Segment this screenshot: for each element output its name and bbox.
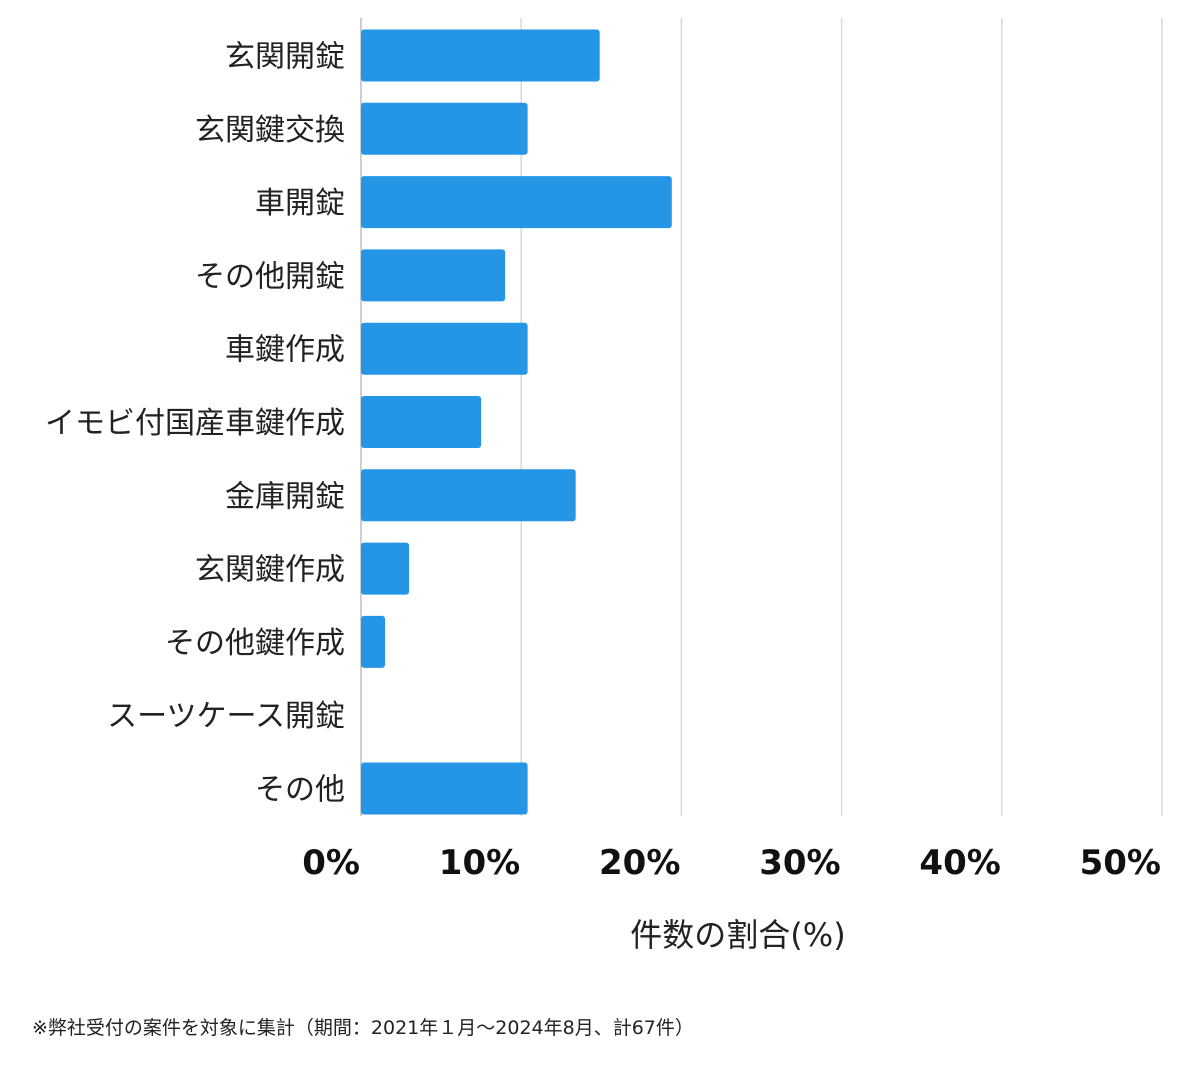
x-tick-labels: 0% 10% 20% 30% 40% 50%	[302, 843, 1161, 883]
category-label: その他	[255, 773, 345, 808]
x-axis-title: 件数の割合(%)	[630, 916, 845, 954]
category-label: 玄関鍵作成	[195, 553, 345, 588]
bar	[361, 176, 672, 229]
category-label: その他鍵作成	[165, 626, 345, 661]
x-tick-label: 0%	[302, 843, 360, 883]
bar	[361, 396, 482, 448]
x-tick-label: 10%	[439, 843, 520, 883]
bar	[361, 615, 386, 668]
bar	[361, 29, 600, 82]
bar	[361, 249, 506, 302]
category-label: その他開錠	[195, 259, 345, 294]
bar	[361, 102, 528, 155]
bar-chart: 玄関開錠玄関鍵交換車開錠その他開錠車鍵作成イモビ付国産車鍵作成金庫開錠玄関鍵作成…	[45, 18, 1163, 954]
category-label: スーツケース開錠	[107, 699, 345, 734]
footnote: ※弊社受付の案件を対象に集計（期間：2021年１月～2024年8月、計67件）	[32, 1017, 694, 1039]
x-tick-label: 20%	[599, 843, 680, 883]
category-labels: 玄関開錠玄関鍵交換車開錠その他開錠車鍵作成イモビ付国産車鍵作成金庫開錠玄関鍵作成…	[45, 40, 345, 808]
category-label: 玄関鍵交換	[195, 113, 345, 148]
category-label: 金庫開錠	[225, 479, 345, 514]
category-label: 車開錠	[255, 186, 345, 221]
x-tick-label: 40%	[919, 843, 1000, 883]
category-label: 玄関開錠	[225, 40, 345, 75]
bars	[361, 29, 672, 815]
category-label: 車鍵作成	[225, 333, 345, 368]
bar	[361, 469, 576, 522]
category-label: イモビ付国産車鍵作成	[45, 406, 345, 441]
x-tick-label: 50%	[1080, 843, 1161, 883]
x-tick-label: 30%	[759, 843, 840, 883]
bar	[361, 542, 410, 595]
bar	[361, 762, 528, 815]
bar	[361, 322, 528, 375]
